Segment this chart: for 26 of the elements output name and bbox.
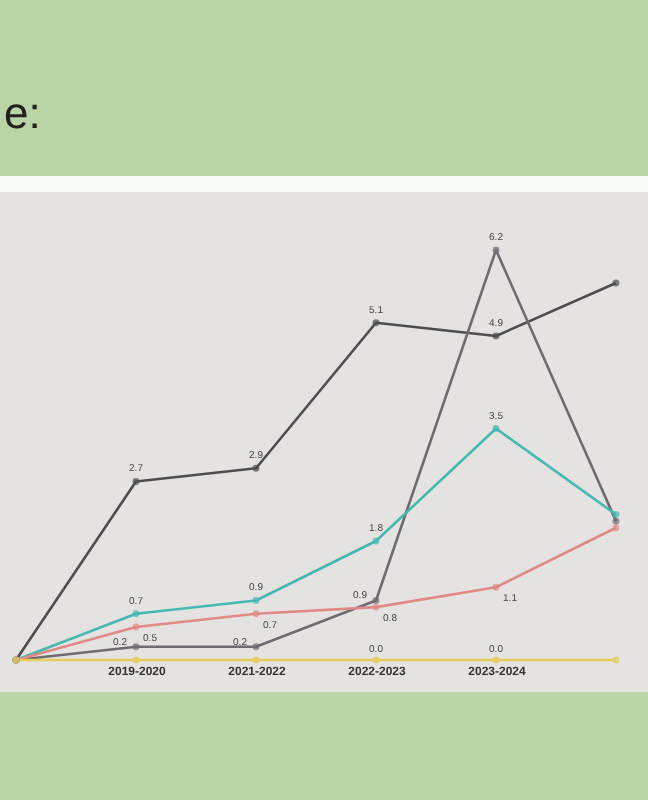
point bbox=[612, 517, 620, 525]
point bbox=[492, 332, 500, 340]
point bbox=[372, 319, 380, 327]
point bbox=[492, 656, 500, 664]
point bbox=[492, 425, 500, 433]
point bbox=[612, 511, 620, 518]
point bbox=[252, 643, 260, 651]
point bbox=[372, 597, 380, 604]
point bbox=[132, 477, 140, 485]
point bbox=[612, 524, 620, 532]
point bbox=[492, 583, 500, 591]
point bbox=[612, 279, 620, 287]
point bbox=[252, 610, 260, 618]
point bbox=[132, 623, 140, 631]
chart-title: e: bbox=[4, 88, 41, 140]
point bbox=[492, 246, 500, 254]
point bbox=[132, 656, 140, 664]
point bbox=[372, 537, 380, 545]
point bbox=[132, 643, 140, 651]
point bbox=[372, 603, 380, 611]
point bbox=[612, 656, 620, 664]
point bbox=[252, 656, 260, 664]
point bbox=[252, 464, 260, 472]
point bbox=[252, 597, 260, 604]
point bbox=[132, 610, 140, 618]
point bbox=[372, 656, 380, 664]
